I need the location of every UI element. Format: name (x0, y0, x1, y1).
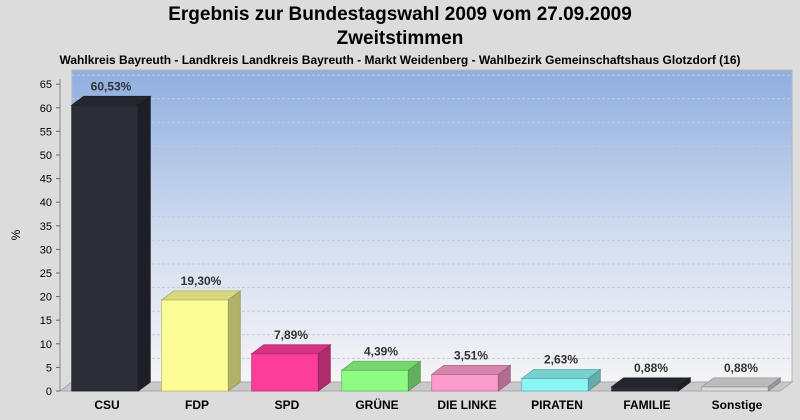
y-tick-label: 25 (40, 268, 52, 280)
bar-side (407, 360, 421, 392)
bar-side (677, 377, 691, 392)
x-tick-label: PIRATEN (531, 398, 583, 412)
y-tick-label: 45 (40, 174, 52, 186)
bar-spd (250, 343, 332, 392)
bar-familie (610, 377, 692, 392)
data-label: 0,88% (724, 361, 758, 375)
bar-side (227, 290, 241, 392)
bar-top (430, 365, 512, 375)
bar-top (160, 290, 242, 301)
bar-top (70, 95, 152, 106)
y-tick-label: 65 (40, 79, 52, 91)
bar-front (431, 374, 499, 392)
bar-side (587, 368, 601, 392)
bar-side (767, 377, 781, 392)
x-tick-label: FAMILIE (623, 398, 670, 412)
bar-top (700, 377, 782, 388)
y-tick-label: 5 (46, 362, 52, 374)
bar-top (610, 377, 692, 388)
bar-die-linke (430, 364, 512, 392)
x-tick-label: GRÜNE (355, 397, 398, 412)
y-tick-label: 30 (40, 244, 52, 256)
y-tick-label: 35 (40, 221, 52, 233)
y-tick-label: 10 (40, 339, 52, 351)
chart-caption: Wahlkreis Bayreuth - Landkreis Landkreis… (59, 53, 741, 67)
bar-top (250, 344, 332, 355)
bar-side (137, 95, 151, 392)
y-tick-label: 20 (40, 292, 52, 304)
data-label: 19,30% (181, 274, 222, 288)
chart-title: Ergebnis zur Bundestagswahl 2009 vom 27.… (168, 4, 632, 25)
bar-top (520, 369, 602, 379)
x-tick-label: Sonstige (712, 398, 763, 412)
data-label: 60,53% (91, 79, 132, 93)
y-tick-label: 60 (40, 103, 52, 115)
data-label: 3,51% (454, 348, 488, 362)
bar-csu (70, 95, 152, 392)
bar-piraten (520, 368, 602, 392)
y-tick-label: 50 (40, 150, 52, 162)
x-tick-label: CSU (94, 398, 119, 412)
y-axis-label: % (9, 229, 23, 240)
y-tick-label: 55 (40, 126, 52, 138)
data-label: 0,88% (634, 361, 668, 375)
y-tick-label: 40 (40, 197, 52, 209)
data-label: 4,39% (364, 344, 398, 358)
bar-front (521, 378, 589, 392)
bar-side (317, 343, 331, 392)
data-label: 7,89% (274, 328, 308, 342)
bar-top (340, 360, 422, 371)
bar-side (497, 364, 511, 392)
bar-front (611, 386, 679, 392)
bar-fdp (160, 290, 242, 392)
y-tick-label: 0 (46, 386, 52, 398)
bar-front (71, 104, 139, 392)
x-tick-label: DIE LINKE (437, 398, 496, 412)
y-tick-label: 15 (40, 315, 52, 327)
bar-front (161, 299, 229, 392)
x-tick-label: FDP (185, 398, 209, 412)
x-tick-label: SPD (275, 398, 300, 412)
bar-gr-ne (340, 360, 422, 392)
chart-subtitle: Zweitstimmen (336, 28, 464, 49)
data-label: 2,63% (544, 353, 578, 367)
bar-front (341, 369, 409, 392)
bar-front (701, 386, 769, 392)
bar-sonstige (700, 377, 782, 392)
bar-front (251, 353, 319, 392)
